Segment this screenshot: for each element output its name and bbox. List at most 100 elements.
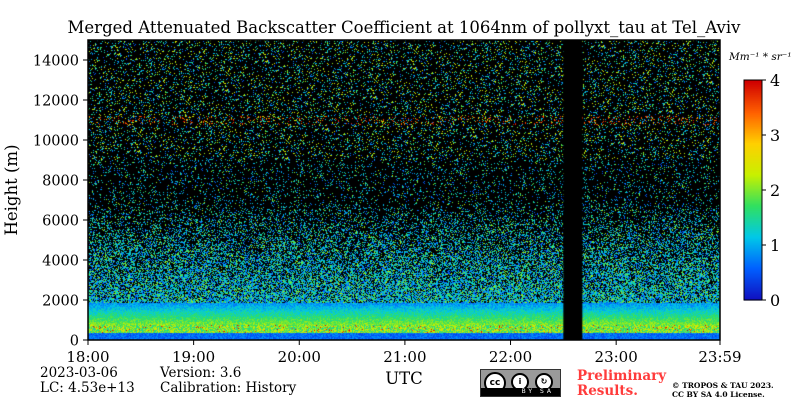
colorbar-segment [744, 112, 762, 115]
version-label: Version: 3.6 [159, 365, 241, 381]
colorbar-tick-label: 3 [770, 126, 780, 145]
colorbar-segment [744, 238, 762, 241]
colorbar-segment [744, 82, 762, 85]
backscatter-heatmap [88, 40, 720, 340]
colorbar-segment [744, 188, 762, 191]
copyright-note: © TROPOS & TAU 2023. CC BY SA 4.0 Licens… [672, 381, 774, 399]
colorbar-segment [744, 146, 762, 149]
colorbar-unit-label: Mm⁻¹ * sr⁻¹ [728, 51, 792, 63]
colorbar-segment [744, 230, 762, 233]
y-tick-label: 8000 [42, 174, 79, 190]
plot-frame [87, 39, 721, 341]
colorbar-segment [744, 150, 762, 153]
colorbar-segment [744, 98, 762, 101]
colorbar-tick-label: 4 [770, 71, 780, 90]
colorbar-segment [744, 84, 762, 87]
colorbar-segment [744, 190, 762, 193]
colorbar-segment [744, 164, 762, 167]
colorbar-segment [744, 270, 762, 273]
calibration-label: Calibration: History [160, 380, 297, 396]
colorbar-segment [744, 182, 762, 185]
colorbar-segment [744, 94, 762, 97]
colorbar-segment [744, 202, 762, 205]
colorbar-segment [744, 88, 762, 91]
colorbar-segment [744, 200, 762, 203]
colorbar-tick-label: 0 [770, 291, 780, 310]
colorbar-segment [744, 214, 762, 217]
y-tick-label: 12000 [33, 94, 79, 110]
colorbar-segment [744, 226, 762, 229]
colorbar-segment [744, 132, 762, 135]
colorbar-segment [744, 122, 762, 125]
colorbar-segment [744, 90, 762, 93]
colorbar-segment [744, 256, 762, 259]
lc-label: LC: 4.53e+13 [40, 380, 135, 396]
colorbar-segment [744, 162, 762, 165]
colorbar-segment [744, 246, 762, 249]
colorbar-segment [744, 272, 762, 275]
x-tick-label: 22:00 [489, 348, 532, 366]
colorbar-segment [744, 216, 762, 219]
colorbar-segment [744, 120, 762, 123]
x-tick-label: 21:00 [383, 348, 426, 366]
colorbar-segment [744, 100, 762, 103]
colorbar-segment [744, 242, 762, 245]
y-tick-label: 14000 [33, 54, 79, 70]
x-axis: 18:00 19:00 20:00 21:00 22:00 23:00 23:59 [66, 340, 742, 366]
chart-title: Merged Attenuated Backscatter Coefficien… [68, 18, 742, 37]
colorbar-segment [744, 156, 762, 159]
colorbar-segment [744, 154, 762, 157]
x-tick-label: 23:59 [698, 348, 741, 366]
cc-license-badge[interactable]: cc i ↻ BY SA [480, 369, 561, 397]
x-tick-label: 18:00 [66, 348, 109, 366]
colorbar-segment [744, 194, 762, 197]
colorbar-segment [744, 102, 762, 105]
colorbar-segment [744, 166, 762, 169]
colorbar-segment [744, 284, 762, 287]
colorbar-segment [744, 296, 762, 299]
colorbar-segment [744, 234, 762, 237]
colorbar-segment [744, 136, 762, 139]
colorbar-segment [744, 114, 762, 117]
colorbar-segment [744, 172, 762, 175]
colorbar-segment [744, 240, 762, 243]
colorbar-segment [744, 290, 762, 293]
colorbar-segment [744, 252, 762, 255]
colorbar-segment [744, 298, 762, 301]
colorbar-segment [744, 176, 762, 179]
colorbar-segment [744, 174, 762, 177]
colorbar-segment [744, 282, 762, 285]
colorbar-segment [744, 260, 762, 263]
colorbar-segment [744, 110, 762, 113]
colorbar-segment [744, 236, 762, 239]
colorbar-segment [744, 118, 762, 121]
colorbar-tick-label: 1 [770, 236, 780, 255]
colorbar-segment [744, 108, 762, 111]
colorbar-segment [744, 124, 762, 127]
heatmap-image [88, 40, 720, 340]
colorbar-segment [744, 138, 762, 141]
colorbar-segment [744, 212, 762, 215]
colorbar-segment [744, 106, 762, 109]
colorbar-segment [744, 178, 762, 181]
colorbar-segment [744, 254, 762, 257]
colorbar-segment [744, 278, 762, 281]
colorbar-segment [744, 292, 762, 295]
colorbar-segment [744, 294, 762, 297]
colorbar-segment [744, 184, 762, 187]
colorbar-segment [744, 218, 762, 221]
x-tick-label: 20:00 [278, 348, 321, 366]
colorbar-segment [744, 92, 762, 95]
colorbar-segment [744, 220, 762, 223]
colorbar-segment [744, 258, 762, 261]
colorbar-segment [744, 144, 762, 147]
y-tick-label: 10000 [33, 134, 79, 150]
y-tick-label: 6000 [42, 214, 79, 230]
y-tick-label: 4000 [42, 254, 79, 270]
x-axis-label: UTC [385, 369, 423, 388]
colorbar-segment [744, 286, 762, 289]
colorbar-segment [744, 288, 762, 291]
colorbar-segment [744, 204, 762, 207]
colorbar-segment [744, 192, 762, 195]
